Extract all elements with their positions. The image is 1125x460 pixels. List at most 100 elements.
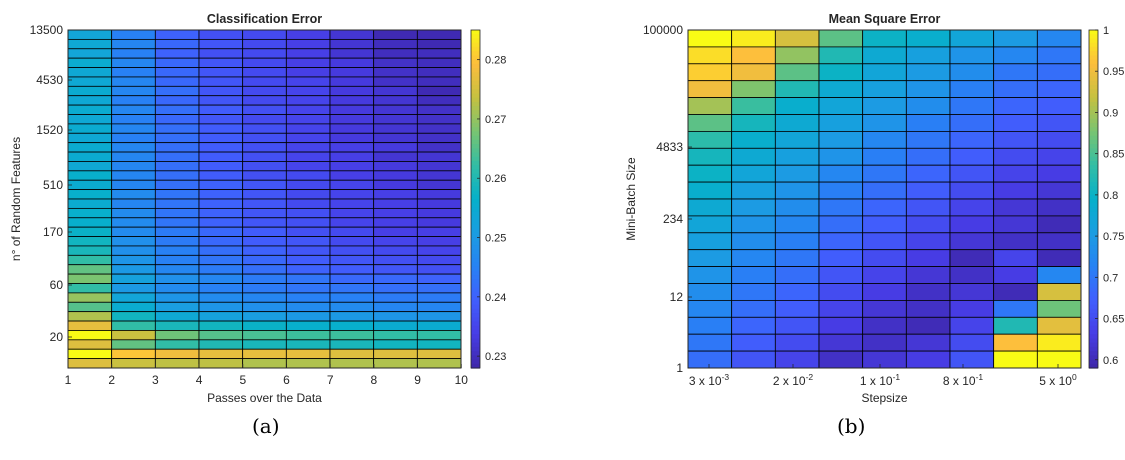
colorbar-segment bbox=[1089, 89, 1098, 94]
heatmap-cell bbox=[1036, 46, 1082, 65]
heatmap-cell bbox=[862, 283, 907, 301]
x-tick-label: 3 x 10-3 bbox=[689, 372, 730, 388]
heatmap-cell bbox=[905, 29, 951, 48]
colorbar-segment bbox=[1089, 363, 1098, 369]
y-tick-label: 20 bbox=[50, 330, 64, 344]
x-axis-label: Passes over the Data bbox=[207, 391, 322, 405]
y-tick-label: 1 bbox=[676, 361, 683, 375]
colorbar-segment bbox=[1089, 237, 1098, 242]
colorbar-segment bbox=[1089, 101, 1098, 107]
colorbar-segment bbox=[471, 84, 480, 90]
x-axis-label: Stepsize bbox=[861, 391, 907, 405]
plot-frame bbox=[67, 29, 462, 369]
colorbar-segment bbox=[471, 228, 480, 234]
heatmap-cell bbox=[949, 215, 995, 234]
colorbar-segment bbox=[1089, 165, 1098, 171]
colorbar-segment bbox=[1089, 152, 1098, 158]
heatmap-cell bbox=[949, 350, 995, 369]
colorbar-segment bbox=[471, 279, 480, 285]
heatmap-cell bbox=[905, 80, 951, 98]
heatmap-cell bbox=[993, 316, 1038, 335]
colorbar-segment bbox=[471, 266, 480, 272]
colorbar-segment bbox=[1089, 114, 1098, 120]
heatmap-cell bbox=[687, 232, 733, 251]
colorbar-tick-label: 0.75 bbox=[1103, 231, 1124, 243]
colorbar-segment bbox=[471, 220, 480, 225]
colorbar-segment bbox=[1089, 334, 1098, 340]
colorbar-segment bbox=[471, 355, 480, 361]
heatmap-cell bbox=[862, 114, 907, 132]
heatmap-cell bbox=[818, 147, 864, 166]
x-tick-label: 8 bbox=[371, 373, 378, 387]
heatmap-cell bbox=[862, 249, 907, 267]
heatmap-cell bbox=[905, 299, 951, 318]
heatmap-cell bbox=[687, 283, 733, 301]
heatmap-cell bbox=[774, 181, 820, 200]
colorbar-tick-label: 0.95 bbox=[1103, 66, 1124, 78]
colorbar-segment bbox=[471, 173, 480, 179]
heatmap-cell bbox=[949, 181, 995, 200]
heatmap-cell bbox=[905, 130, 951, 149]
colorbar-segment bbox=[1089, 241, 1098, 247]
heatmap-cell bbox=[687, 333, 733, 352]
colorbar-segment bbox=[471, 80, 480, 86]
x-tick-label: 3 bbox=[152, 373, 159, 387]
heatmap-cell bbox=[731, 164, 776, 183]
heatmap-cell bbox=[774, 46, 820, 65]
heatmap-cell bbox=[774, 147, 820, 166]
heatmap-cell bbox=[1036, 114, 1082, 132]
heatmap-cell bbox=[949, 299, 995, 318]
heatmap-cell bbox=[818, 316, 864, 335]
heatmap-cell bbox=[862, 316, 907, 335]
heatmap-cell bbox=[774, 283, 820, 301]
colorbar-segment bbox=[1089, 63, 1098, 69]
colorbar-segment bbox=[1089, 42, 1098, 48]
colorbar-segment bbox=[471, 139, 480, 145]
heatmap-cell bbox=[687, 63, 733, 82]
heatmap-cell bbox=[731, 333, 776, 352]
heatmap-cell bbox=[993, 63, 1038, 82]
heatmap-cell bbox=[818, 63, 864, 82]
colorbar-segment bbox=[1089, 194, 1098, 200]
colorbar-segment bbox=[471, 283, 480, 289]
heatmap-cell bbox=[687, 164, 733, 183]
colorbar-segment bbox=[1089, 84, 1098, 90]
heatmap-cell bbox=[862, 198, 907, 217]
heatmap-cell bbox=[774, 249, 820, 267]
colorbar-segment bbox=[471, 215, 480, 221]
heatmap-cell bbox=[687, 97, 733, 115]
colorbar-segment bbox=[1089, 139, 1098, 145]
colorbar-segment bbox=[1089, 249, 1098, 255]
heatmap-cell bbox=[949, 198, 995, 217]
colorbar-segment bbox=[1089, 346, 1098, 352]
heatmap-cell bbox=[949, 232, 995, 251]
colorbar-segment bbox=[1089, 186, 1098, 192]
y-axis-label: n° of Random Features bbox=[9, 137, 23, 261]
colorbar-segment bbox=[471, 89, 480, 94]
heatmap-cell bbox=[993, 198, 1038, 217]
heatmap-cell bbox=[993, 147, 1038, 166]
colorbar-segment bbox=[471, 114, 480, 120]
heatmap-cell bbox=[993, 333, 1038, 352]
heatmap-cell bbox=[774, 232, 820, 251]
heatmap-cell bbox=[1036, 350, 1082, 369]
colorbar-tick-label: 0.28 bbox=[485, 55, 506, 67]
colorbar-segment bbox=[1089, 279, 1098, 285]
heatmap-cell bbox=[862, 333, 907, 352]
colorbar-segment bbox=[471, 131, 480, 137]
colorbar-segment bbox=[1089, 135, 1098, 141]
heatmap-cell bbox=[731, 130, 776, 149]
colorbar-segment bbox=[1089, 177, 1098, 183]
colorbar-segment bbox=[471, 34, 480, 40]
heatmap-cell bbox=[862, 164, 907, 183]
colorbar-segment bbox=[1089, 46, 1098, 52]
colorbar-segment bbox=[471, 308, 480, 314]
y-axis-label: Mini-Batch Size bbox=[624, 157, 638, 241]
heatmap-cell bbox=[731, 266, 776, 284]
heatmap-cell bbox=[862, 350, 907, 369]
colorbar-segment bbox=[471, 169, 480, 175]
heatmap-cell bbox=[993, 283, 1038, 301]
heatmap-cell bbox=[862, 29, 907, 48]
heatmap-cell bbox=[1036, 29, 1082, 48]
